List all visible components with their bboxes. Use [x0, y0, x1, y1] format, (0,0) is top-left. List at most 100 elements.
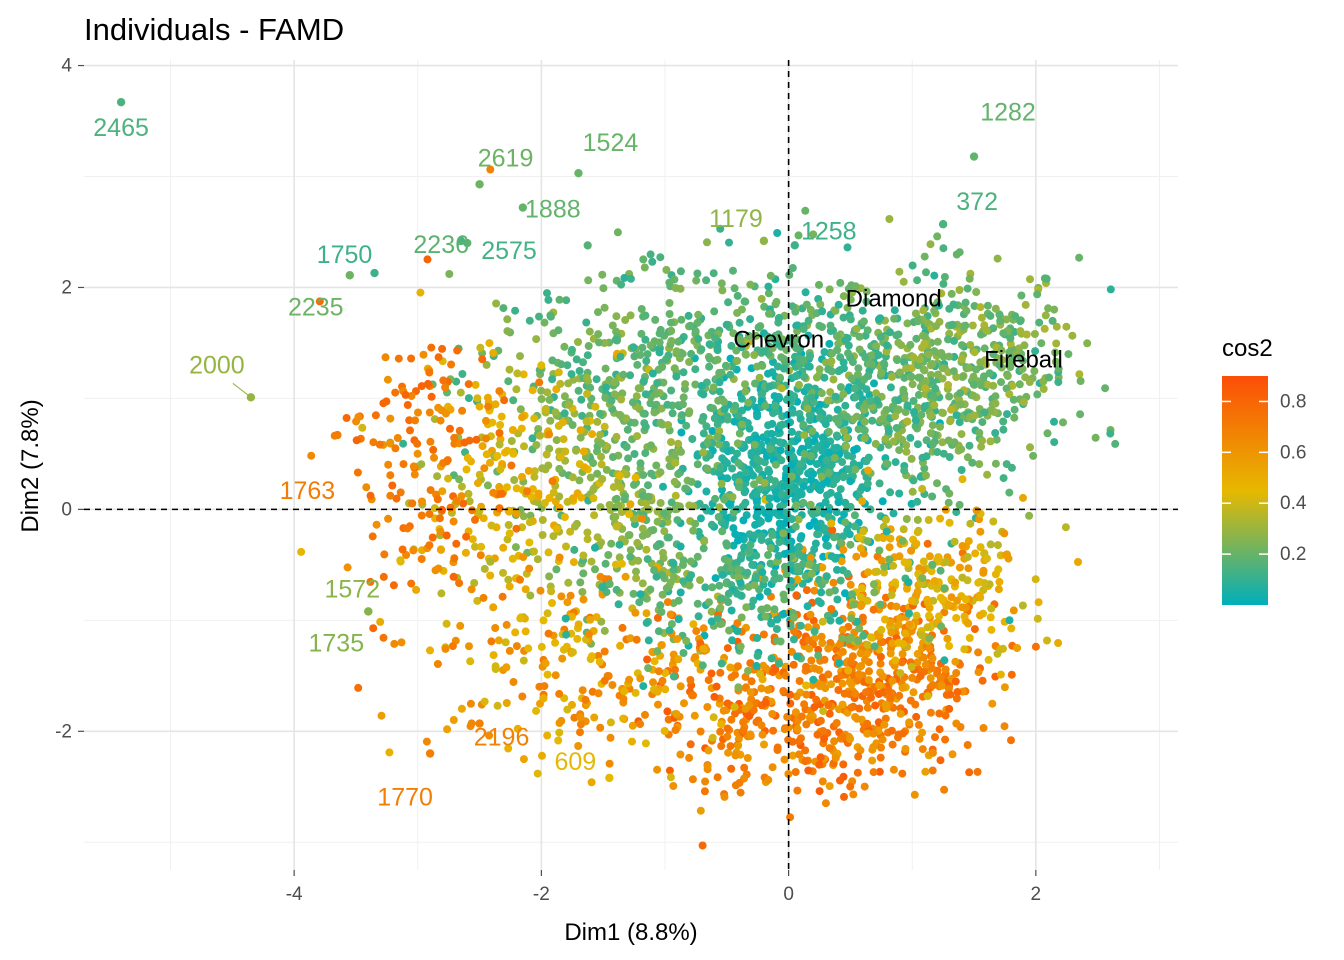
scatter-point	[720, 792, 729, 801]
scatter-point	[983, 470, 992, 479]
scatter-point	[675, 502, 684, 511]
scatter-point	[667, 326, 676, 335]
scatter-point	[842, 433, 851, 442]
scatter-point	[1003, 372, 1012, 380]
scatter-point	[436, 527, 445, 536]
scatter-point	[614, 501, 623, 510]
scatter-point	[972, 365, 981, 374]
scatter-point	[964, 363, 973, 372]
scatter-point	[759, 347, 768, 356]
scatter-point	[1050, 305, 1059, 314]
scatter-point	[717, 368, 726, 377]
scatter-point	[831, 444, 840, 453]
scatter-point	[1064, 350, 1073, 359]
scatter-point	[869, 729, 878, 738]
scatter-point	[914, 720, 923, 729]
scatter-point	[892, 602, 901, 611]
point-label-1750: 1750	[317, 241, 373, 269]
point-label-1282: 1282	[980, 99, 1036, 127]
scatter-point	[820, 373, 829, 382]
scatter-point	[702, 276, 711, 285]
scatter-point	[979, 724, 988, 732]
scatter-point	[836, 538, 845, 547]
scatter-point	[653, 647, 662, 656]
scatter-point	[809, 675, 818, 684]
labeled-point-1524	[574, 168, 583, 178]
scatter-point	[560, 513, 569, 522]
scatter-point	[534, 489, 543, 498]
scatter-point	[806, 416, 814, 424]
scatter-point	[999, 329, 1008, 338]
scatter-point	[813, 523, 822, 531]
scatter-point	[589, 484, 598, 493]
scatter-point	[824, 396, 833, 405]
scatter-point	[671, 665, 679, 674]
scatter-point	[1013, 644, 1022, 652]
scatter-point	[735, 318, 744, 327]
scatter-point	[745, 547, 754, 556]
scatter-point	[963, 553, 972, 561]
scatter-point	[548, 599, 556, 607]
scatter-point	[941, 735, 950, 744]
scatter-point	[804, 316, 813, 325]
scatter-point	[392, 494, 401, 503]
scatter-point	[681, 380, 690, 389]
scatter-point	[1009, 606, 1018, 615]
scatter-point	[718, 286, 727, 295]
scatter-point	[602, 465, 611, 474]
scatter-point	[755, 373, 764, 382]
scatter-point	[874, 351, 883, 359]
scatter-point	[530, 467, 539, 476]
scatter-point	[950, 336, 958, 345]
scatter-point	[434, 564, 443, 573]
scatter-point	[718, 485, 726, 494]
scatter-point	[686, 676, 695, 684]
scatter-point	[858, 497, 867, 506]
scatter-point	[875, 546, 884, 555]
scatter-point	[984, 655, 993, 664]
scatter-point	[417, 511, 426, 520]
scatter-point	[868, 360, 876, 369]
scatter-point	[817, 588, 826, 597]
scatter-point	[806, 500, 815, 509]
scatter-point	[911, 422, 920, 431]
scatter-point	[703, 238, 711, 247]
scatter-point	[709, 713, 718, 722]
scatter-point	[832, 431, 841, 440]
scatter-point	[970, 348, 979, 357]
scatter-point	[927, 567, 936, 576]
scatter-point	[600, 676, 609, 685]
scatter-point	[957, 445, 966, 454]
scatter-point	[800, 700, 809, 709]
scatter-point	[856, 649, 865, 658]
scatter-point	[901, 629, 910, 638]
scatter-point	[652, 461, 661, 470]
scatter-point	[913, 649, 922, 658]
scatter-point	[473, 394, 482, 403]
scatter-point	[813, 505, 822, 514]
scatter-point	[793, 786, 802, 795]
scatter-point	[855, 345, 864, 354]
scatter-point	[805, 559, 814, 568]
scatter-point	[524, 466, 533, 475]
scatter-point	[837, 557, 846, 566]
scatter-point	[912, 712, 921, 721]
scatter-point	[792, 591, 801, 600]
scatter-point	[862, 297, 871, 306]
scatter-point	[1006, 334, 1015, 343]
scatter-point	[615, 471, 624, 480]
scatter-point	[802, 681, 811, 690]
scatter-point	[573, 634, 582, 643]
scatter-point	[643, 655, 652, 664]
scatter-point	[804, 636, 813, 645]
scatter-point	[901, 744, 910, 753]
scatter-point	[536, 586, 545, 595]
scatter-point	[928, 421, 937, 430]
scatter-point	[863, 703, 872, 712]
scatter-point	[1011, 312, 1020, 321]
x-tick-label: -2	[533, 884, 550, 905]
scatter-point	[760, 740, 768, 749]
scatter-point	[991, 429, 1000, 437]
scatter-point	[810, 627, 819, 636]
scatter-point	[791, 522, 800, 531]
